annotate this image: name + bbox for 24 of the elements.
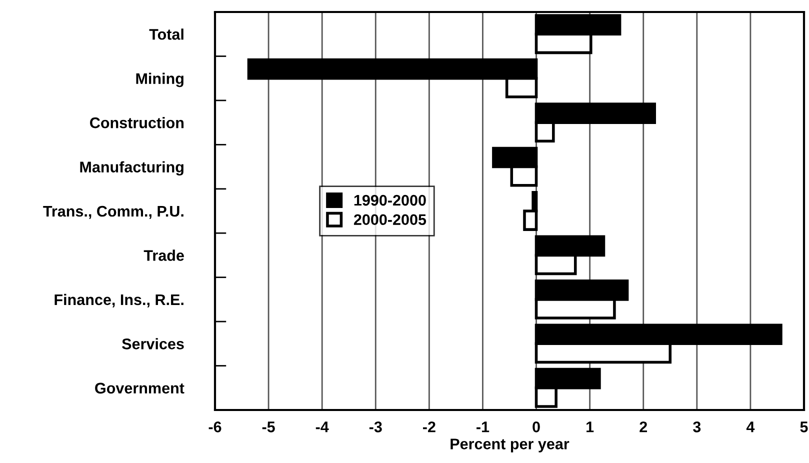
legend-label: 1990-2000	[354, 194, 426, 206]
y-tick-label: Services	[122, 338, 184, 350]
x-tick-label: 1	[586, 422, 594, 432]
x-tick-label: 4	[746, 422, 755, 432]
x-tick-label: -6	[208, 422, 222, 432]
x-tick-label: 2	[640, 422, 647, 432]
x-tick-label: -3	[369, 422, 382, 432]
y-tick-label: Government	[95, 382, 184, 394]
y-tick-label: Finance, Ins., R.E.	[54, 294, 184, 308]
y-tick-label: Total	[149, 28, 184, 40]
y-tick-label: Manufacturing	[80, 161, 184, 176]
legend-label: 2000-2005	[354, 214, 426, 226]
x-axis-title: Percent per year	[450, 438, 570, 452]
y-tick-label: Trans., Comm., P.U.	[43, 206, 184, 219]
x-tick-label: -4	[316, 422, 329, 432]
x-tick-label: 0	[532, 422, 540, 432]
y-tick-label: Trade	[144, 250, 184, 261]
y-tick-label: Construction	[90, 117, 184, 128]
x-tick-label: 5	[800, 422, 808, 432]
x-tick-label: -2	[422, 422, 436, 432]
x-tick-label: -5	[262, 422, 275, 432]
x-tick-label: -1	[476, 422, 490, 432]
y-tick-label: Mining	[136, 72, 184, 88]
x-tick-label: 3	[693, 422, 701, 432]
